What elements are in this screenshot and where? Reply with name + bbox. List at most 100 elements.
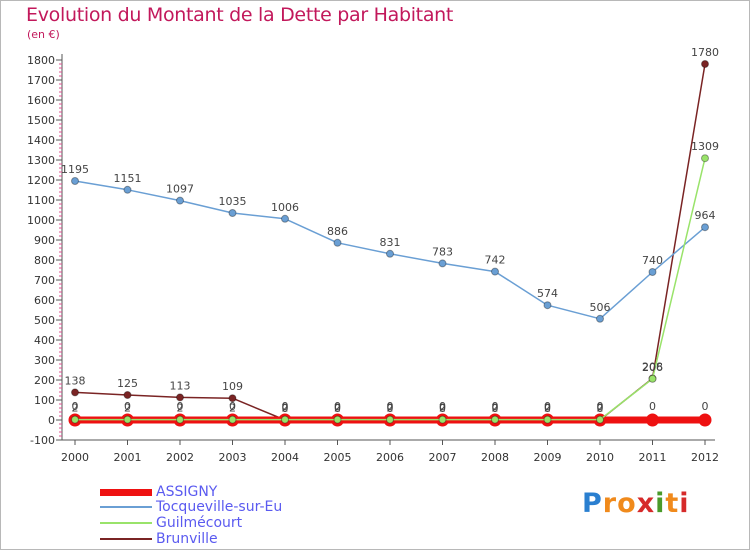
data-label-brunville: 0: [439, 402, 446, 415]
y-tick-label: 1800: [27, 54, 55, 67]
data-label-tocqueville-sur-eu: 506: [590, 301, 611, 314]
x-tick-label: 2005: [324, 451, 352, 464]
data-label-brunville: 1780: [691, 46, 719, 59]
data-label-brunville: 0: [282, 402, 289, 415]
data-point-tocqueville-sur-eu: [123, 185, 132, 194]
x-tick-label: 2004: [271, 451, 299, 464]
data-point-assigny: [698, 413, 712, 427]
logo-letter: i: [679, 488, 690, 519]
data-point-guilmecourt: [543, 415, 552, 424]
chart-subtitle: (en €): [27, 28, 60, 41]
logo-letter: i: [655, 488, 666, 519]
y-tick-label: 800: [34, 254, 55, 267]
x-tick-label: 2012: [691, 451, 719, 464]
data-label-assigny: 0: [649, 400, 656, 413]
data-label-guilmecourt: 2: [124, 402, 131, 415]
y-tick-label: 1500: [27, 114, 55, 127]
legend-swatch-assigny: [100, 488, 152, 496]
x-tick-label: 2008: [481, 451, 509, 464]
x-tick-label: 2007: [429, 451, 457, 464]
data-label-assigny: 0: [177, 400, 184, 413]
data-label-brunville: 109: [222, 380, 243, 393]
data-point-tocqueville-sur-eu: [176, 196, 184, 205]
legend-label-guilmecourt: Guilmécourt: [156, 515, 243, 531]
data-label-guilmecourt: 2: [72, 402, 79, 415]
data-label-tocqueville-sur-eu: 1035: [219, 195, 247, 208]
y-tick-label: 300: [34, 354, 55, 367]
data-label-guilmecourt: 2: [387, 402, 394, 415]
data-label-brunville: 0: [492, 402, 499, 415]
y-tick-label: 1100: [27, 194, 55, 207]
data-point-brunville: [123, 391, 132, 399]
data-label-assigny: 0: [124, 400, 131, 413]
y-tick-label: -100: [30, 434, 55, 447]
data-label-brunville: 208: [642, 360, 663, 373]
legend-label-brunville: Brunville: [156, 531, 218, 547]
data-point-tocqueville-sur-eu: [701, 223, 709, 232]
y-tick-label: 1300: [27, 154, 55, 167]
y-tick-label: 1600: [27, 94, 55, 107]
data-label-guilmecourt: 2: [334, 402, 341, 415]
data-point-guilmecourt: [438, 415, 447, 424]
logo-letter: P: [582, 488, 603, 519]
data-point-assigny: [646, 413, 659, 427]
logo-letter: o: [617, 488, 637, 519]
data-label-guilmecourt: 2: [492, 402, 499, 415]
y-tick-label: 900: [34, 234, 55, 247]
data-label-assigny: 0: [439, 400, 446, 413]
data-label-tocqueville-sur-eu: 783: [432, 245, 453, 258]
data-point-tocqueville-sur-eu: [438, 259, 447, 268]
y-tick-label: 0: [48, 414, 55, 427]
data-label-tocqueville-sur-eu: 1097: [166, 183, 194, 196]
data-label-brunville: 0: [597, 402, 604, 415]
data-label-tocqueville-sur-eu: 1151: [114, 172, 142, 185]
data-point-guilmecourt: [176, 415, 184, 424]
y-tick-label: 500: [34, 314, 55, 327]
data-label-brunville: 113: [170, 379, 191, 392]
logo-letter: r: [602, 488, 618, 519]
data-point-tocqueville-sur-eu: [543, 301, 552, 310]
data-label-brunville: 0: [544, 402, 551, 415]
data-label-assigny: 0: [492, 400, 499, 413]
line-chart: -100010020030040050060070080090010001100…: [27, 46, 719, 464]
data-label-guilmecourt: 2: [282, 402, 289, 415]
data-label-assigny: 0: [72, 400, 79, 413]
y-tick-label: 1400: [27, 134, 55, 147]
data-label-tocqueville-sur-eu: 1006: [271, 201, 299, 214]
data-label-tocqueville-sur-eu: 886: [327, 225, 348, 238]
x-tick-label: 2002: [166, 451, 194, 464]
data-point-tocqueville-sur-eu: [491, 267, 499, 276]
data-point-tocqueville-sur-eu: [281, 214, 289, 223]
data-label-assigny: 0: [282, 400, 289, 413]
data-point-tocqueville-sur-eu: [228, 209, 237, 217]
data-label-tocqueville-sur-eu: 831: [380, 236, 401, 249]
data-label-tocqueville-sur-eu: 574: [537, 287, 558, 300]
data-point-guilmecourt: [491, 415, 499, 424]
data-point-tocqueville-sur-eu: [333, 238, 342, 247]
data-point-tocqueville-sur-eu: [386, 249, 394, 258]
data-label-tocqueville-sur-eu: 964: [695, 209, 716, 222]
data-label-assigny: 0: [702, 400, 709, 413]
legend-item-assigny: ASSIGNY: [100, 484, 217, 500]
data-point-brunville: [701, 60, 709, 68]
y-tick-label: 100: [34, 394, 55, 407]
data-label-assigny: 0: [544, 400, 551, 413]
data-label-guilmecourt: 1309: [691, 140, 719, 153]
legend-item-tocqueville: Tocqueville-sur-Eu: [100, 499, 282, 515]
data-point-guilmecourt: [228, 415, 237, 424]
legend-item-guilmecourt: Guilmécourt: [100, 515, 242, 531]
legend-label-assigny: ASSIGNY: [156, 484, 218, 500]
x-tick-label: 2003: [219, 451, 247, 464]
data-point-guilmecourt: [648, 374, 657, 383]
x-tick-label: 2001: [114, 451, 142, 464]
data-point-guilmecourt: [596, 415, 604, 424]
data-label-assigny: 0: [387, 400, 394, 413]
y-tick-label: 600: [34, 294, 55, 307]
data-label-brunville: 0: [334, 402, 341, 415]
legend-swatch-guilmecourt: [100, 522, 152, 524]
data-label-guilmecourt: 2: [229, 402, 236, 415]
x-tick-label: 2011: [639, 451, 667, 464]
data-label-assigny: 0: [597, 400, 604, 413]
data-point-tocqueville-sur-eu: [648, 268, 657, 276]
data-point-guilmecourt: [71, 415, 79, 424]
